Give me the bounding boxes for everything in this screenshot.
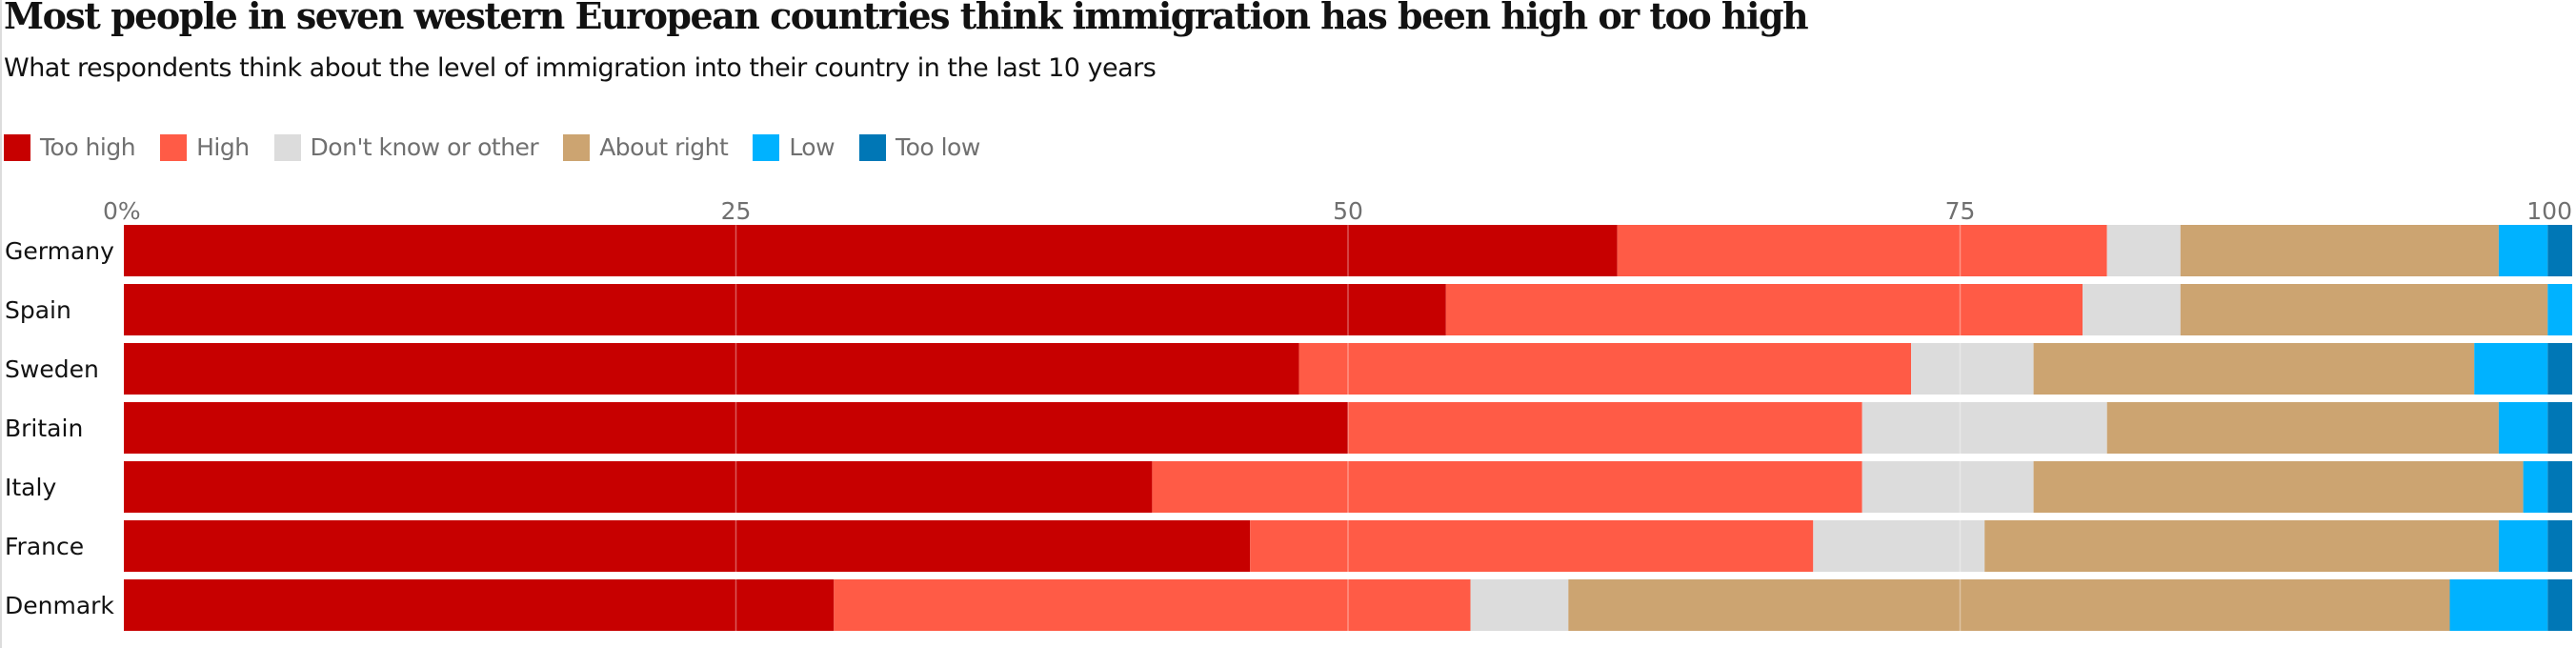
legend-label: Don't know or other	[310, 133, 539, 161]
bar-segment-high	[1617, 225, 2107, 276]
left-edge-rule	[0, 0, 2, 648]
bar-segment-too-low	[2547, 461, 2572, 513]
legend-item: Don't know or other	[273, 133, 539, 161]
bar-segment-don-t-know-or-other	[1862, 402, 2107, 454]
x-tick-label: 25	[721, 197, 752, 225]
category-label: Britain	[5, 415, 83, 442]
bar-segment-about-right	[2033, 461, 2524, 513]
bar-segment-low	[2498, 520, 2548, 572]
legend-label: Too low	[896, 133, 980, 161]
bar-segment-too-high	[124, 343, 1299, 395]
bar-segment-don-t-know-or-other	[2106, 225, 2181, 276]
bar-segment-too-low	[2547, 225, 2572, 276]
x-tick-label: 75	[1945, 197, 1976, 225]
legend-label: Too high	[40, 133, 136, 161]
legend-item: About right	[563, 133, 729, 161]
bar-segment-don-t-know-or-other	[1862, 461, 2034, 513]
category-label: France	[5, 533, 84, 560]
legend-label: Low	[789, 133, 835, 161]
legend-swatch	[859, 133, 887, 161]
bar-segment-don-t-know-or-other	[1813, 520, 1985, 572]
legend-swatch	[160, 133, 188, 161]
bar-segment-too-low	[2547, 343, 2572, 395]
bar-segment-too-low	[2547, 579, 2572, 631]
bar-segment-high	[1348, 402, 1862, 454]
legend-swatch	[4, 133, 30, 161]
legend-label: High	[196, 133, 250, 161]
bar-segment-low	[2498, 402, 2548, 454]
bar-segment-low	[2474, 343, 2548, 395]
x-tick-label: 50	[1333, 197, 1363, 225]
legend-swatch	[273, 133, 301, 161]
bar-segment-too-high	[124, 520, 1251, 572]
x-tick-label: 0%	[103, 197, 141, 225]
bar-segment-high	[1298, 343, 1912, 395]
bar-segment-too-low	[2547, 402, 2572, 454]
legend-swatch	[563, 133, 591, 161]
bar-segment-too-high	[124, 225, 1618, 276]
bar-segment-about-right	[2106, 402, 2499, 454]
bar-segment-high	[1445, 284, 2083, 335]
bar-segment-too-high	[124, 579, 835, 631]
category-label: Germany	[5, 237, 114, 265]
category-label: Sweden	[5, 355, 99, 383]
bar-segment-too-high	[124, 402, 1348, 454]
legend-item: Low	[753, 133, 835, 161]
category-label: Spain	[5, 296, 71, 324]
bar-segment-about-right	[2180, 225, 2499, 276]
category-label: Denmark	[5, 592, 114, 619]
legend-item: High	[160, 133, 250, 161]
bar-segment-don-t-know-or-other	[1911, 343, 2034, 395]
bar-segment-high	[834, 579, 1471, 631]
bar-segment-too-low	[2547, 520, 2572, 572]
bar-segment-too-high	[124, 284, 1446, 335]
bar-segment-don-t-know-or-other	[1470, 579, 1569, 631]
bar-segment-high	[1152, 461, 1862, 513]
chart-title: Most people in seven western European co…	[4, 0, 1809, 37]
bar-segment-low	[2449, 579, 2548, 631]
x-tick-label: 100	[2526, 197, 2572, 225]
bar-segment-high	[1250, 520, 1814, 572]
bar-segment-about-right	[1568, 579, 2450, 631]
bar-segment-low	[2523, 461, 2548, 513]
bar-segment-low	[2498, 225, 2548, 276]
bar-segment-about-right	[1984, 520, 2499, 572]
bar-segment-low	[2547, 284, 2572, 335]
category-label: Italy	[5, 474, 56, 501]
legend-item: Too low	[859, 133, 980, 161]
chart-subtitle: What respondents think about the level o…	[4, 53, 1157, 83]
bar-segment-don-t-know-or-other	[2083, 284, 2181, 335]
bar-segment-too-high	[124, 461, 1153, 513]
bar-segment-about-right	[2180, 284, 2548, 335]
legend-label: About right	[599, 133, 729, 161]
bar-segment-about-right	[2033, 343, 2475, 395]
legend-item: Too high	[4, 133, 136, 161]
legend-swatch	[753, 133, 780, 161]
legend: Too high High Don't know or other About rig…	[4, 133, 980, 161]
